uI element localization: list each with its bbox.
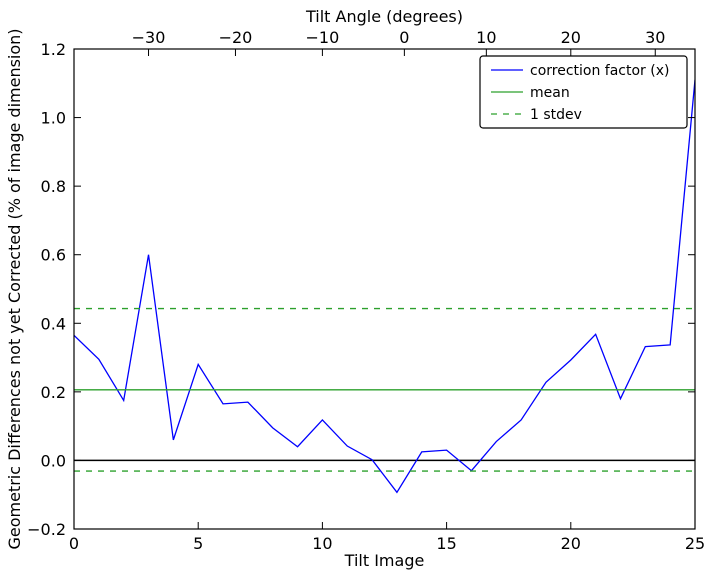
y-tick-label-2: 0.2 [41,383,66,402]
top-tick-label-4: 10 [476,28,496,47]
legend-label-1: mean [530,85,570,101]
y-axis-title: Geometric Differences not yet Corrected … [5,28,24,549]
plot-area [74,79,695,494]
legend-label-2: 1 stdev [530,107,582,123]
x-axis-title: Tilt Image [344,551,425,570]
y-tick-label-4: 0.6 [41,246,66,265]
plot-frame [73,48,696,530]
x-tick-label-4: 20 [561,534,581,553]
x-tick-label-1: 5 [193,534,203,553]
x-tick-label-2: 10 [312,534,332,553]
y-tick-label-1: 0.0 [41,451,66,470]
top-tick-label-5: 20 [561,28,581,47]
top-axis-title: Tilt Angle (degrees) [305,7,463,26]
axes: 0 5 10 15 20 25 −0.2 0.0 0.2 0.4 0.6 0.8 1.0 1.2 −30 −2… [5,7,705,570]
top-tick-label-3: 0 [399,28,409,47]
legend: correction factor (x) mean 1 stdev [479,55,688,129]
top-tick-label-6: 30 [645,28,665,47]
y-tick-label-5: 0.8 [41,177,66,196]
x-tick-label-3: 15 [436,534,456,553]
top-tick-label-0: −30 [132,28,166,47]
data-layer [74,79,695,494]
y-tick-label-3: 0.4 [41,314,66,333]
y-tick-label-0: −0.2 [27,520,66,539]
top-tick-label-1: −20 [219,28,253,47]
y-tick-label-6: 1.0 [41,109,66,128]
x-tick-label-5: 25 [685,534,705,553]
x-tick-label-0: 0 [69,534,79,553]
y-tick-label-7: 1.2 [41,40,66,59]
legend-label-0: correction factor (x) [530,63,669,79]
legend-box [479,55,688,129]
series-line-0 [74,79,695,494]
top-tick-label-2: −10 [306,28,340,47]
